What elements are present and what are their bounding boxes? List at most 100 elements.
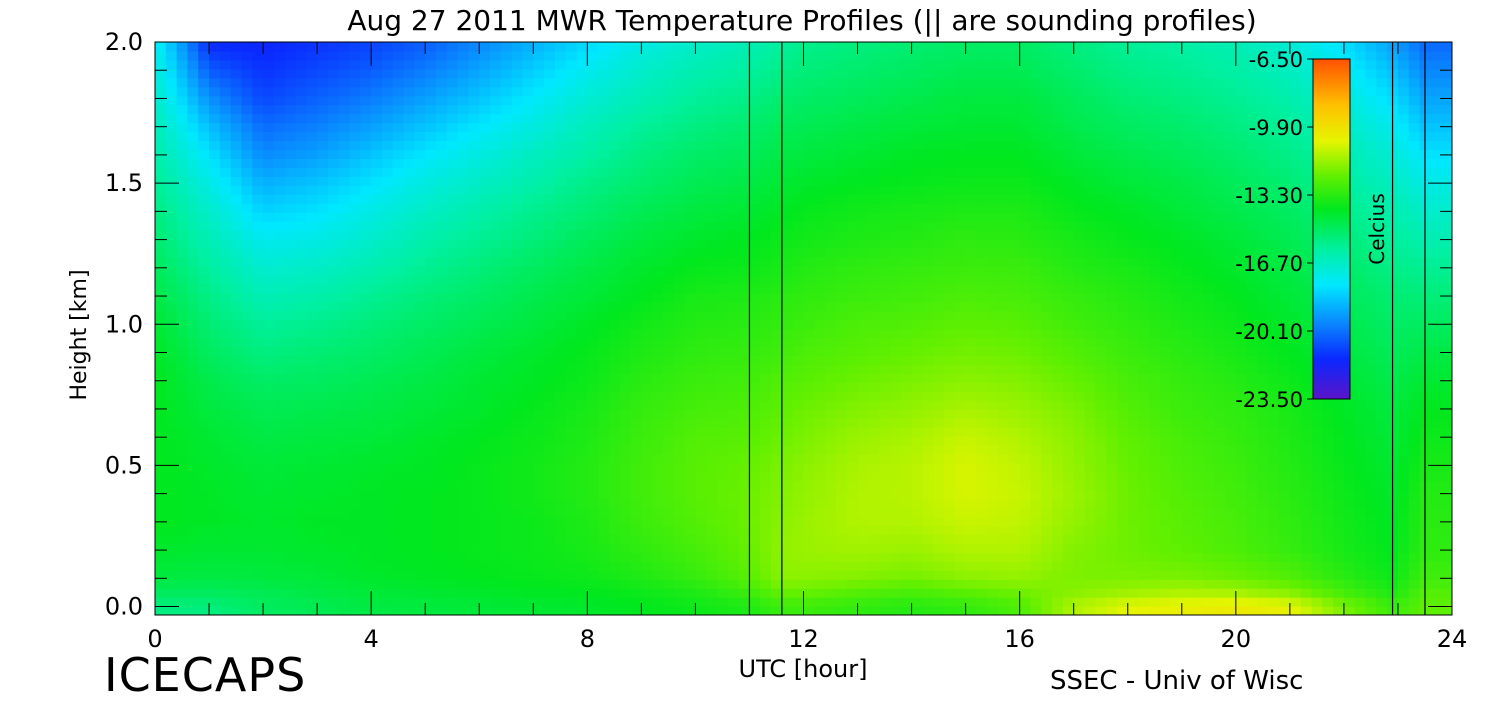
heatmap-cell bbox=[565, 167, 578, 177]
heatmap-cell bbox=[187, 256, 199, 267]
heatmap-cell bbox=[360, 543, 372, 553]
heatmap-cell bbox=[241, 158, 253, 168]
heatmap-cell bbox=[695, 480, 707, 491]
heatmap-cell bbox=[414, 176, 426, 186]
heatmap-cell bbox=[392, 140, 405, 151]
heatmap-cell bbox=[360, 104, 372, 115]
heatmap-cell bbox=[619, 122, 632, 133]
heatmap-cell bbox=[468, 77, 480, 88]
heatmap-cell bbox=[727, 597, 740, 607]
heatmap-cell bbox=[792, 185, 805, 195]
heatmap-cell bbox=[533, 328, 545, 339]
heatmap-cell bbox=[976, 176, 988, 186]
heatmap-cell bbox=[371, 507, 383, 518]
heatmap-cell bbox=[306, 516, 318, 527]
heatmap-cell bbox=[738, 194, 751, 204]
heatmap-cell bbox=[511, 480, 524, 491]
heatmap-cell bbox=[360, 203, 372, 213]
heatmap-cell bbox=[608, 489, 621, 500]
heatmap-cell bbox=[273, 122, 286, 133]
heatmap-cell bbox=[252, 77, 264, 88]
heatmap-cell bbox=[209, 570, 221, 580]
heatmap-cell bbox=[425, 364, 437, 374]
heatmap-cell bbox=[717, 230, 729, 240]
heatmap-cell bbox=[738, 337, 751, 347]
heatmap-cell bbox=[825, 471, 837, 482]
heatmap-cell bbox=[792, 552, 805, 562]
heatmap-cell bbox=[803, 50, 815, 61]
heatmap-cell bbox=[608, 525, 621, 536]
heatmap-cell bbox=[889, 113, 902, 124]
heatmap-cell bbox=[457, 480, 470, 491]
heatmap-cell bbox=[241, 346, 253, 356]
heatmap-cell bbox=[533, 256, 545, 267]
heatmap-cell bbox=[608, 516, 621, 527]
heatmap-cell bbox=[511, 59, 524, 70]
heatmap-cell bbox=[846, 588, 859, 598]
heatmap-cell bbox=[803, 364, 815, 374]
heatmap-cell bbox=[219, 77, 232, 88]
heatmap-cell bbox=[500, 238, 513, 249]
heatmap-cell bbox=[219, 283, 232, 294]
heatmap-cell bbox=[284, 140, 297, 151]
heatmap-cell bbox=[922, 561, 934, 571]
heatmap-cell bbox=[944, 373, 956, 383]
heatmap-cell bbox=[652, 507, 664, 518]
heatmap-cell bbox=[360, 382, 372, 392]
heatmap-cell bbox=[608, 283, 621, 294]
heatmap-cell bbox=[749, 426, 761, 437]
heatmap-cell bbox=[846, 400, 859, 410]
heatmap-cell bbox=[500, 221, 513, 231]
heatmap-cell bbox=[533, 238, 545, 249]
heatmap-cell bbox=[965, 203, 978, 213]
heatmap-cell bbox=[381, 265, 394, 276]
heatmap-cell bbox=[987, 274, 999, 285]
heatmap-cell bbox=[241, 409, 253, 419]
heatmap-cell bbox=[338, 444, 351, 455]
heatmap-cell bbox=[619, 355, 632, 365]
heatmap-cell bbox=[403, 346, 415, 356]
heatmap-cell bbox=[252, 498, 264, 509]
heatmap-cell bbox=[868, 561, 880, 571]
heatmap-cell bbox=[554, 95, 567, 106]
heatmap-cell bbox=[857, 453, 869, 464]
heatmap-cell bbox=[641, 471, 653, 482]
heatmap-cell bbox=[933, 59, 945, 70]
heatmap-cell bbox=[544, 113, 556, 124]
heatmap-cell bbox=[695, 337, 707, 347]
heatmap-cell bbox=[522, 579, 534, 589]
heatmap-cell bbox=[317, 122, 329, 133]
heatmap-cell bbox=[511, 525, 524, 536]
heatmap-cell bbox=[987, 543, 999, 553]
heatmap-cell bbox=[338, 247, 351, 258]
heatmap-cell bbox=[587, 319, 599, 330]
heatmap-cell bbox=[327, 525, 340, 536]
heatmap-cell bbox=[241, 588, 253, 598]
heatmap-cell bbox=[749, 525, 761, 536]
heatmap-cell bbox=[976, 516, 988, 527]
heatmap-cell bbox=[781, 426, 794, 437]
heatmap-cell bbox=[630, 561, 642, 571]
heatmap-cell bbox=[662, 570, 675, 580]
heatmap-cell bbox=[479, 588, 491, 598]
heatmap-cell bbox=[436, 230, 448, 240]
heatmap-cell bbox=[868, 158, 880, 168]
heatmap-cell bbox=[598, 498, 610, 509]
heatmap-cell bbox=[468, 471, 480, 482]
heatmap-cell bbox=[911, 265, 923, 276]
heatmap-cell bbox=[781, 221, 794, 231]
heatmap-cell bbox=[327, 256, 340, 267]
heatmap-cell bbox=[392, 480, 405, 491]
heatmap-cell bbox=[317, 256, 329, 267]
heatmap-cell bbox=[717, 185, 729, 195]
heatmap-cell bbox=[738, 462, 751, 473]
heatmap-cell bbox=[933, 418, 945, 428]
heatmap-cell bbox=[662, 561, 675, 571]
heatmap-cell bbox=[360, 158, 372, 168]
heatmap-cell bbox=[554, 391, 567, 401]
heatmap-cell bbox=[468, 588, 480, 598]
heatmap-cell bbox=[198, 212, 210, 222]
heatmap-cell bbox=[587, 391, 599, 401]
heatmap-cell bbox=[219, 185, 232, 195]
heatmap-cell bbox=[241, 570, 253, 580]
